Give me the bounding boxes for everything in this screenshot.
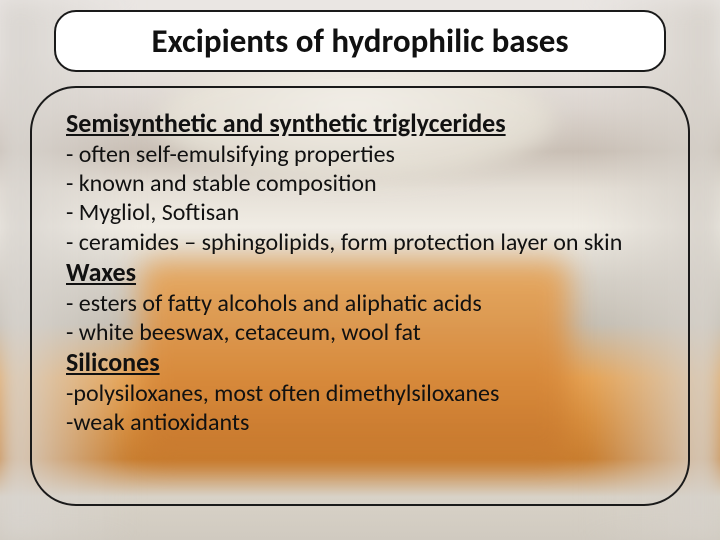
body-line: - esters of fatty alcohols and aliphatic… [66,289,656,318]
slide-title: Excipients of hydrophilic bases [151,21,568,61]
content-box: Semisynthetic and synthetic triglyceride… [30,86,690,506]
body-line: - Mygliol, Softisan [66,198,656,227]
section-heading: Waxes [66,257,656,289]
body-line: - ceramides – sphingolipids, form protec… [66,228,656,257]
body-line: -weak antioxidants [66,408,656,437]
title-box: Excipients of hydrophilic bases [54,10,666,72]
section-heading: Silicones [66,347,656,379]
body-line: - often self-emulsifying properties [66,140,656,169]
body-line: - known and stable composition [66,169,656,198]
body-line: -polysiloxanes, most often dimethylsilox… [66,379,656,408]
section-heading: Semisynthetic and synthetic triglyceride… [66,108,656,140]
body-line: - white beeswax, cetaceum, wool fat [66,318,656,347]
